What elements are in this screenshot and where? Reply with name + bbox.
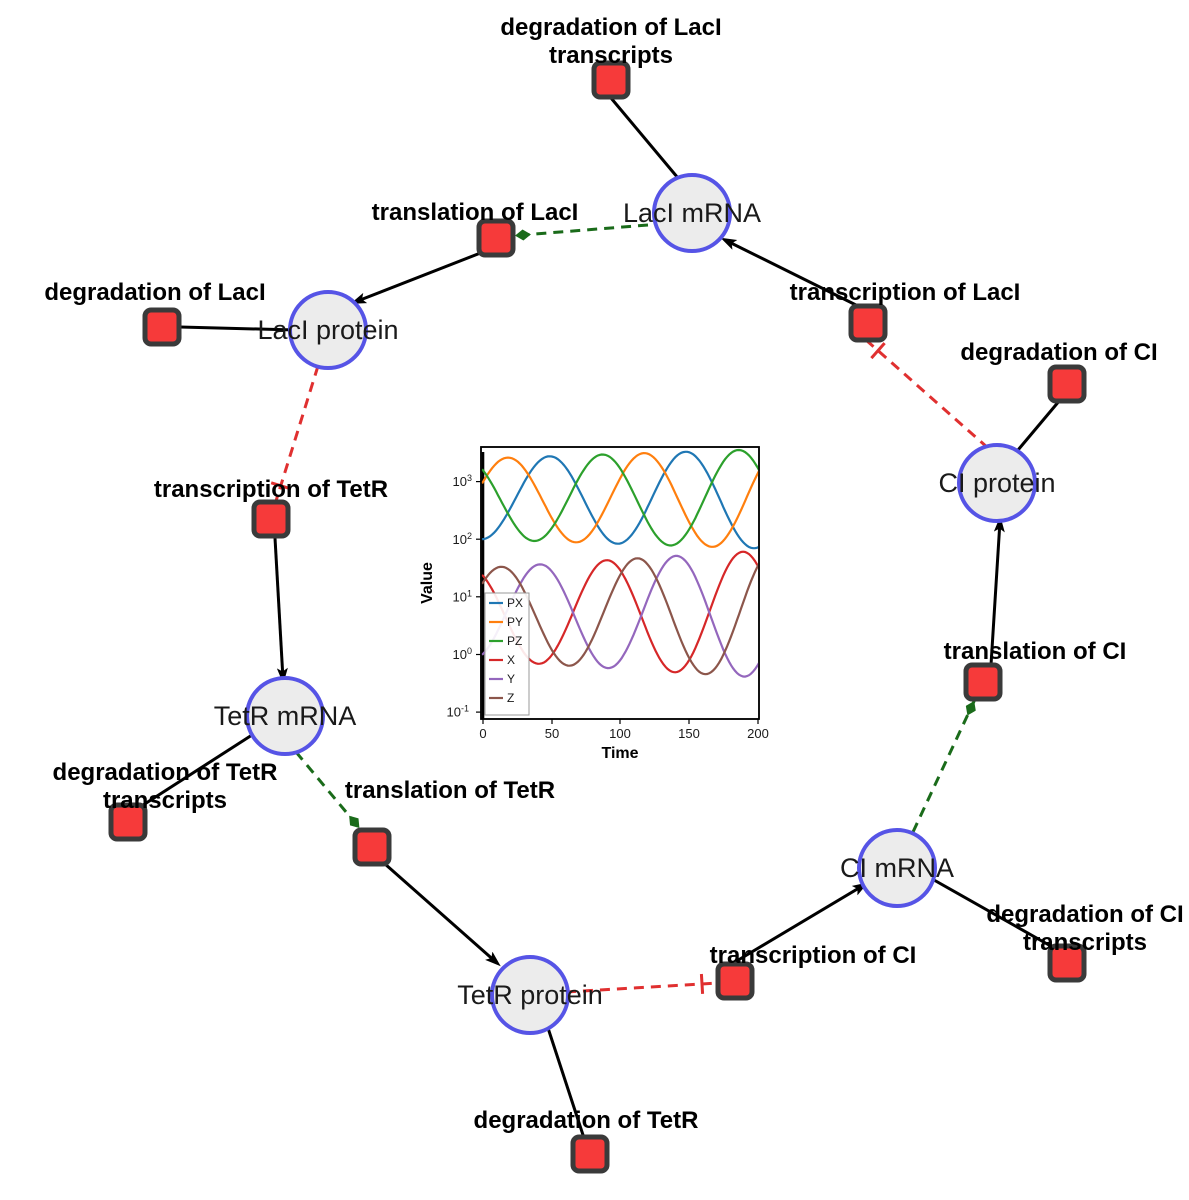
svg-text:200: 200 [747,726,769,741]
svg-text:translation of CI: translation of CI [944,638,1127,665]
svg-text:PY: PY [507,615,523,629]
svg-text:degradation of TetR: degradation of TetR [474,1107,699,1134]
svg-text:CI mRNA: CI mRNA [840,853,954,883]
svg-text:150: 150 [678,726,700,741]
svg-text:transcription of LacI: transcription of LacI [790,279,1021,306]
svg-text:PX: PX [507,596,523,610]
svg-text:translation of TetR: translation of TetR [345,777,555,804]
svg-text:degradation of CI: degradation of CI [960,339,1157,366]
svg-text:Time: Time [601,745,638,762]
svg-text:102: 102 [453,531,472,547]
svg-text:transcription of TetR: transcription of TetR [154,476,388,503]
svg-text:X: X [507,653,515,667]
svg-text:103: 103 [453,473,472,489]
svg-text:Z: Z [507,691,514,705]
svg-text:100: 100 [609,726,631,741]
svg-text:PZ: PZ [507,634,522,648]
svg-text:50: 50 [545,726,559,741]
svg-text:transcripts: transcripts [549,42,673,69]
svg-text:100: 100 [453,646,472,662]
svg-text:degradation of LacI: degradation of LacI [44,279,265,306]
svg-text:TetR mRNA: TetR mRNA [214,701,357,731]
svg-text:translation of LacI: translation of LacI [372,199,579,226]
svg-text:transcripts: transcripts [1023,929,1147,956]
svg-text:0: 0 [479,726,486,741]
svg-text:transcription of CI: transcription of CI [710,942,917,969]
svg-text:transcripts: transcripts [103,787,227,814]
svg-text:degradation of TetR: degradation of TetR [53,759,278,786]
svg-text:101: 101 [453,588,472,604]
svg-text:LacI protein: LacI protein [257,315,398,345]
svg-text:LacI mRNA: LacI mRNA [623,198,761,228]
svg-text:CI protein: CI protein [938,468,1055,498]
svg-text:Y: Y [507,672,515,686]
svg-text:degradation of LacI: degradation of LacI [500,14,721,41]
svg-text:Value: Value [419,562,436,604]
svg-text:10-1: 10-1 [447,704,469,720]
svg-text:TetR protein: TetR protein [457,980,603,1010]
svg-text:degradation of CI: degradation of CI [986,901,1183,928]
